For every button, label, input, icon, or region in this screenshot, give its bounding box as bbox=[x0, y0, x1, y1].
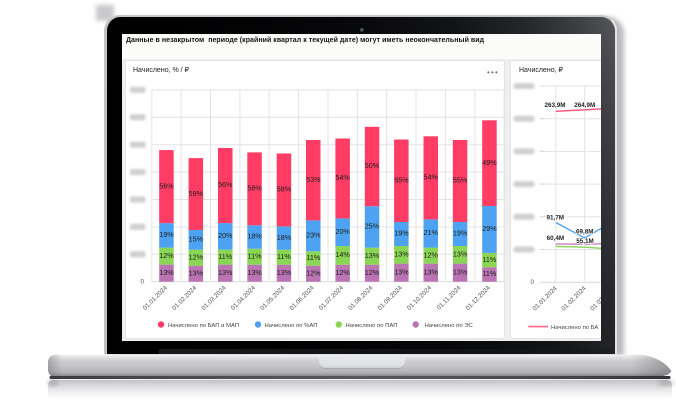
svg-text:01.08.2024: 01.08.2024 bbox=[347, 284, 375, 312]
svg-text:12%: 12% bbox=[159, 251, 174, 260]
svg-text:19%: 19% bbox=[159, 230, 174, 239]
svg-text:Начислено по БА: Начислено по БА bbox=[551, 325, 598, 331]
svg-text:54%: 54% bbox=[335, 173, 350, 182]
svg-text:18%: 18% bbox=[277, 233, 292, 242]
svg-text:Начислено по ПАП: Начислено по ПАП bbox=[346, 323, 398, 329]
svg-text:01.01.2024: 01.01.2024 bbox=[531, 285, 559, 313]
svg-text:0: 0 bbox=[530, 279, 534, 286]
svg-text:264,9M: 264,9M bbox=[574, 102, 595, 109]
svg-text:56%: 56% bbox=[218, 180, 233, 189]
svg-text:263,9M: 263,9M bbox=[544, 102, 565, 109]
svg-text:01.02.2024: 01.02.2024 bbox=[560, 285, 588, 313]
svg-text:12%: 12% bbox=[189, 252, 204, 261]
svg-text:13%: 13% bbox=[189, 268, 204, 277]
svg-text:20%: 20% bbox=[218, 231, 233, 240]
svg-text:12%: 12% bbox=[365, 268, 380, 277]
svg-text:55%: 55% bbox=[453, 176, 468, 185]
svg-text:13%: 13% bbox=[394, 267, 409, 276]
svg-text:23%: 23% bbox=[306, 231, 321, 240]
svg-text:01.03.2024: 01.03.2024 bbox=[200, 284, 228, 312]
svg-text:01.11.2024: 01.11.2024 bbox=[436, 284, 463, 311]
svg-text:11%: 11% bbox=[482, 255, 496, 264]
svg-text:13%: 13% bbox=[159, 268, 174, 277]
svg-text:13%: 13% bbox=[424, 267, 439, 276]
svg-text:Начислено по ЭС: Начислено по ЭС bbox=[425, 323, 474, 329]
svg-text:01.09.2024: 01.09.2024 bbox=[377, 284, 405, 312]
svg-text:01.02.2024: 01.02.2024 bbox=[171, 284, 199, 312]
svg-text:0: 0 bbox=[140, 279, 144, 286]
svg-text:01.10.2024: 01.10.2024 bbox=[406, 284, 434, 312]
svg-text:49%: 49% bbox=[482, 158, 497, 167]
svg-text:58%: 58% bbox=[247, 184, 262, 193]
svg-text:11%: 11% bbox=[306, 253, 320, 262]
svg-text:54%: 54% bbox=[424, 173, 439, 182]
svg-text:15%: 15% bbox=[189, 235, 204, 244]
svg-text:12%: 12% bbox=[335, 268, 350, 277]
svg-text:11%: 11% bbox=[218, 252, 232, 261]
svg-text:11%: 11% bbox=[277, 252, 291, 261]
svg-text:21%: 21% bbox=[424, 228, 439, 237]
svg-text:58%: 58% bbox=[277, 185, 292, 194]
svg-text:50%: 50% bbox=[365, 161, 380, 170]
svg-text:11%: 11% bbox=[482, 269, 496, 278]
svg-text:19%: 19% bbox=[394, 229, 409, 238]
svg-text:13%: 13% bbox=[394, 250, 409, 259]
svg-text:01.01.2024: 01.01.2024 bbox=[142, 284, 170, 312]
svg-text:60,4M: 60,4M bbox=[547, 235, 565, 242]
svg-text:01.06.2024: 01.06.2024 bbox=[288, 284, 316, 312]
svg-text:56%: 56% bbox=[159, 181, 174, 190]
svg-text:91,7M: 91,7M bbox=[546, 214, 564, 221]
svg-text:25%: 25% bbox=[365, 222, 380, 231]
svg-text:13%: 13% bbox=[453, 250, 468, 259]
svg-text:01.12.2024: 01.12.2024 bbox=[465, 284, 493, 312]
svg-text:Начислено по %АП: Начислено по %АП bbox=[265, 323, 318, 329]
svg-text:13%: 13% bbox=[218, 268, 233, 277]
svg-text:19%: 19% bbox=[453, 229, 468, 238]
svg-text:01.03.2024: 01.03.2024 bbox=[589, 285, 601, 313]
svg-text:01.04.2024: 01.04.2024 bbox=[230, 284, 258, 312]
svg-text:01.07.2024: 01.07.2024 bbox=[318, 284, 346, 312]
svg-text:18%: 18% bbox=[247, 232, 262, 241]
svg-text:53%: 53% bbox=[306, 175, 321, 184]
svg-text:13%: 13% bbox=[247, 268, 262, 277]
svg-text:12%: 12% bbox=[306, 268, 321, 277]
svg-text:69,8M: 69,8M bbox=[576, 228, 594, 235]
svg-text:55,1M: 55,1M bbox=[576, 238, 594, 245]
svg-text:13%: 13% bbox=[277, 268, 292, 277]
svg-text:13%: 13% bbox=[365, 251, 380, 260]
svg-text:55%: 55% bbox=[394, 175, 409, 184]
svg-text:13%: 13% bbox=[453, 267, 468, 276]
svg-text:59%: 59% bbox=[189, 189, 204, 198]
svg-text:01.05.2024: 01.05.2024 bbox=[259, 284, 287, 312]
svg-text:29%: 29% bbox=[482, 224, 497, 233]
svg-text:Начислено по БАП и МАП: Начислено по БАП и МАП bbox=[168, 323, 239, 329]
svg-text:12%: 12% bbox=[424, 250, 439, 259]
svg-text:20%: 20% bbox=[335, 227, 350, 236]
svg-text:11%: 11% bbox=[248, 251, 262, 260]
svg-text:14%: 14% bbox=[335, 250, 350, 259]
